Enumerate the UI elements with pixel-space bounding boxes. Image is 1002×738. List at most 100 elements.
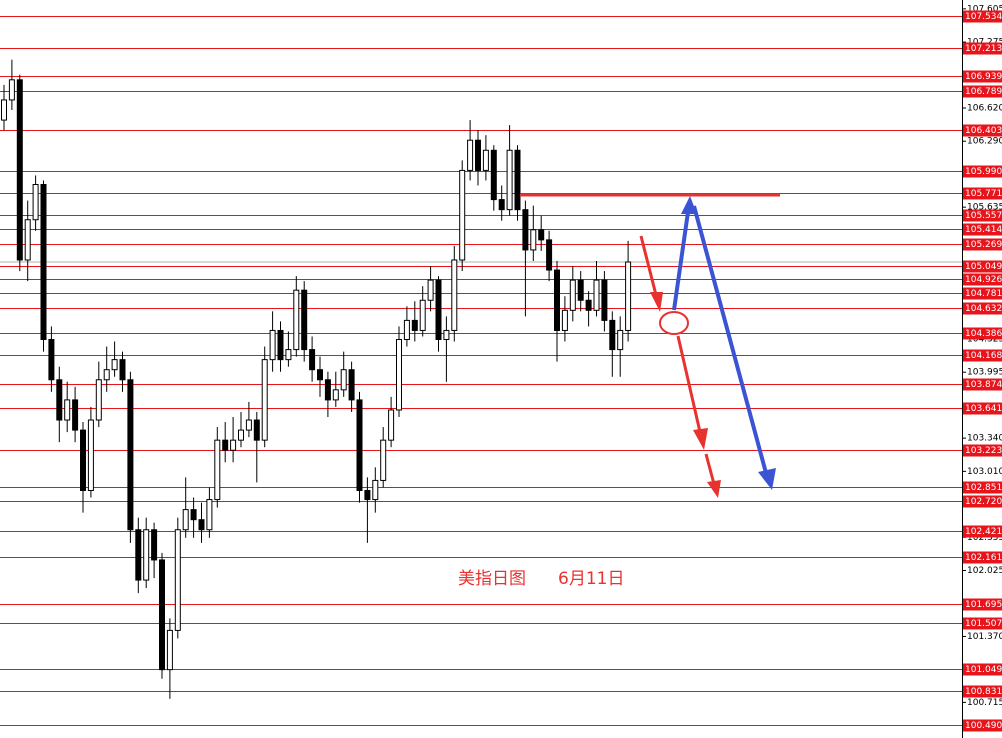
- candle-body: [435, 279, 442, 341]
- candle-body: [127, 379, 134, 531]
- level-label: 103.874: [965, 380, 1002, 390]
- candle-body: [151, 529, 158, 561]
- candle-body: [506, 149, 513, 211]
- candle-body: [514, 149, 521, 211]
- level-label: 105.414: [965, 225, 1002, 235]
- level-label: 105.269: [965, 240, 1002, 250]
- level-label: 105.557: [965, 211, 1002, 221]
- level-label-box: [963, 10, 1002, 23]
- candle-body: [182, 509, 189, 531]
- candle-body: [467, 139, 474, 171]
- candle-body: [538, 229, 545, 241]
- candle-body: [230, 439, 237, 451]
- level-label-box: [963, 525, 1002, 538]
- level-label-box: [963, 402, 1002, 415]
- level-label: 101.049: [965, 665, 1002, 675]
- level-label: 107.213: [965, 44, 1002, 54]
- level-label: 102.851: [965, 483, 1002, 493]
- y-tick-label: 106.290: [967, 137, 1002, 147]
- level-label: 106.403: [965, 126, 1002, 136]
- level-label-box: [963, 327, 1002, 340]
- y-tick-label: 106.620: [967, 104, 1002, 114]
- annotation: 美指日图: [458, 569, 526, 589]
- candle-body: [498, 199, 505, 211]
- candle-body: [48, 339, 55, 381]
- arrow-head: [650, 292, 663, 312]
- level-label: 105.049: [965, 262, 1002, 272]
- level-label-box: [963, 238, 1002, 251]
- candle-body: [190, 509, 197, 521]
- candle-body: [482, 149, 489, 171]
- candle-body: [403, 319, 410, 341]
- level-label: 103.223: [965, 446, 1002, 456]
- candle-body: [530, 229, 537, 251]
- candle-body: [32, 184, 39, 221]
- candle-body: [593, 279, 600, 311]
- level-label-box: [963, 209, 1002, 222]
- level-label-box: [963, 551, 1002, 564]
- level-label: 104.168: [965, 351, 1002, 361]
- y-tick-label: 105.635: [967, 203, 1002, 213]
- candle-body: [95, 379, 102, 421]
- candle-body: [348, 369, 355, 401]
- y-tick-label: 103.995: [967, 368, 1002, 378]
- candle-body: [617, 329, 624, 351]
- level-label-box: [963, 223, 1002, 236]
- arrow-head: [693, 428, 708, 450]
- level-label-box: [963, 187, 1002, 200]
- candle-body: [8, 79, 15, 101]
- candle-body: [206, 499, 213, 531]
- candle-body: [198, 519, 205, 531]
- candle-body: [301, 289, 308, 351]
- candle-body: [166, 629, 173, 671]
- level-label-box: [963, 42, 1002, 55]
- candle-body: [332, 389, 339, 401]
- arrow: [639, 235, 658, 296]
- level-label-box: [963, 85, 1002, 98]
- arrow: [692, 205, 768, 474]
- candle-body: [601, 279, 608, 321]
- level-label-box: [963, 349, 1002, 362]
- level-label: 101.695: [965, 600, 1002, 610]
- candle-body: [372, 479, 379, 501]
- candle-body: [475, 139, 481, 171]
- level-label-box: [963, 260, 1002, 273]
- candle-body: [64, 399, 71, 421]
- y-tick-label: 101.370: [967, 632, 1002, 642]
- candle-body: [609, 319, 616, 351]
- candle-body: [269, 329, 276, 361]
- candle-body: [111, 359, 118, 371]
- level-label-box: [963, 302, 1002, 315]
- y-tick-label: 103.010: [967, 467, 1002, 477]
- candle-body: [24, 219, 31, 261]
- axis-labels: 107.605107.275106.620106.290105.635104.3…: [962, 4, 1002, 732]
- candle-body: [356, 399, 363, 491]
- candle-body: [40, 184, 47, 341]
- y-tick-label: 107.605: [967, 4, 1002, 14]
- level-label: 100.831: [965, 687, 1002, 697]
- candle-body: [1, 99, 7, 121]
- level-label: 105.990: [965, 167, 1002, 177]
- candle-body: [87, 419, 94, 491]
- candle-body: [577, 279, 584, 301]
- level-label: 102.720: [965, 497, 1002, 507]
- y-tick-label: 102.355: [967, 533, 1002, 543]
- candle-body: [396, 339, 402, 411]
- date-label: 6月11日: [558, 569, 624, 589]
- level-label-box: [963, 719, 1002, 732]
- candle-body: [238, 429, 244, 441]
- candle-body: [411, 319, 418, 331]
- candle-body: [317, 369, 323, 381]
- candle-body: [277, 329, 284, 361]
- level-label-box: [963, 124, 1002, 137]
- candle-body: [340, 369, 347, 391]
- level-label-box: [963, 70, 1002, 83]
- level-label-box: [963, 598, 1002, 611]
- candle-body: [222, 439, 229, 451]
- candle-body: [522, 209, 529, 251]
- y-tick-label: 104.325: [967, 335, 1002, 345]
- candle-body: [625, 261, 632, 331]
- candles: [1, 59, 632, 699]
- candle-body: [388, 409, 395, 441]
